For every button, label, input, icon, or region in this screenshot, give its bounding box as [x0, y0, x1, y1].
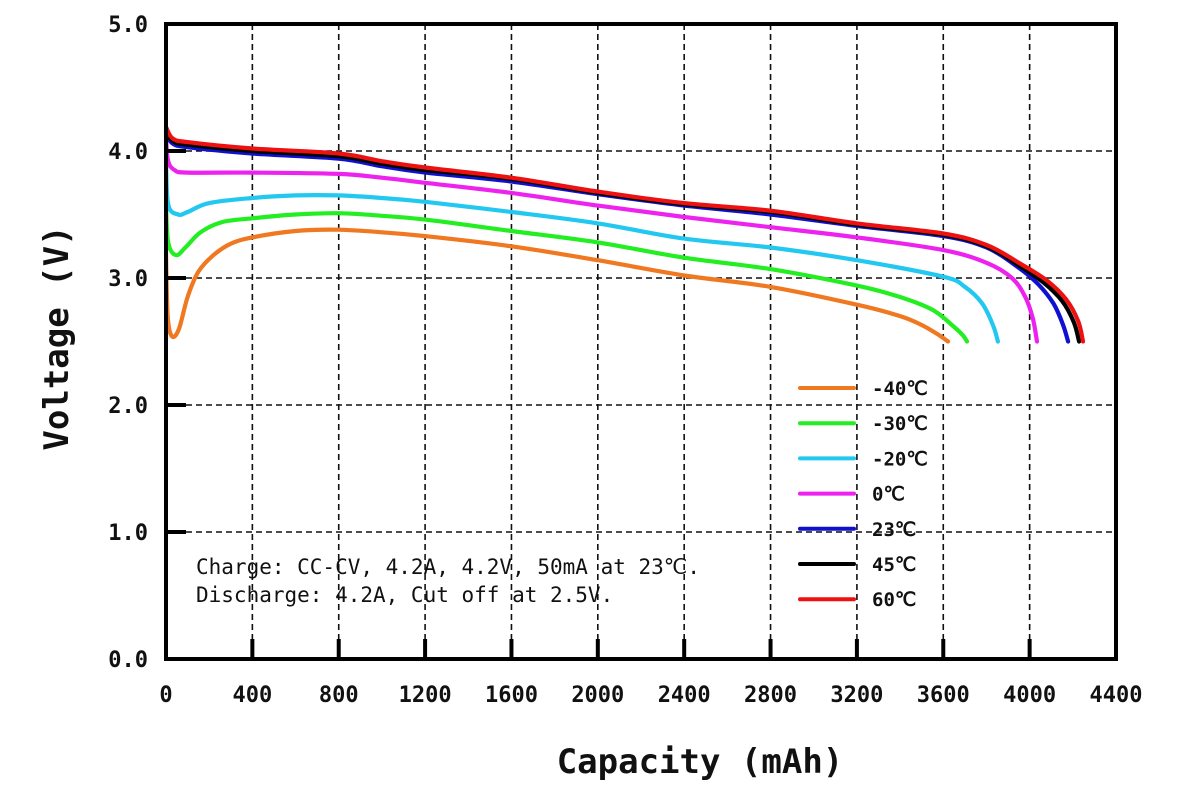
legend-label-minus40c: -40℃: [872, 378, 928, 400]
x-tick-label: 1600: [485, 683, 538, 708]
series-line-0c: [163, 136, 1040, 344]
x-tick-labels: 0 400 800 1200 1600 2000 2400 2800 3200 3600 4000 4…: [159, 683, 1142, 708]
x-tick-label: 2400: [658, 683, 711, 708]
legend: -40℃ -30℃ -20℃ 0℃ 23℃ 45℃ 60℃: [798, 378, 928, 611]
legend-label-45c: 45℃: [872, 554, 916, 576]
y-axis-title: Voltage (V): [37, 225, 77, 450]
x-tick-label: 4400: [1090, 683, 1143, 708]
x-tick-label: 2000: [571, 683, 624, 708]
legend-label-23c: 23℃: [872, 519, 916, 541]
x-tick-label: 800: [319, 683, 359, 708]
y-tick-label: 4.0: [108, 140, 148, 165]
x-axis-title: Capacity (mAh): [557, 742, 844, 782]
series-line-45c: [163, 128, 1082, 344]
legend-label-minus20c: -20℃: [872, 448, 928, 470]
x-tick-label: 2800: [744, 683, 797, 708]
grid-layer: [166, 24, 1116, 659]
legend-label-minus30c: -30℃: [872, 413, 928, 435]
y-tick-label: 2.0: [108, 394, 148, 419]
series-line-minus20c: [163, 155, 1000, 344]
x-tick-label: 3200: [830, 683, 883, 708]
y-tick-labels: 0.0 1.0 2.0 3.0 4.0 5.0: [108, 13, 148, 673]
plot-border: [164, 22, 1118, 661]
series-layer: [163, 124, 1086, 344]
series-line-60c: [163, 124, 1086, 344]
legend-label-0c: 0℃: [872, 484, 905, 506]
x-tick-label: 4000: [1003, 683, 1056, 708]
series-line-minus30c: [163, 202, 970, 344]
x-tick-label: 400: [232, 683, 272, 708]
annotation-box: Charge: CC-CV, 4.2A, 4.2V, 50mA at 23℃. …: [196, 555, 700, 607]
axis-ticks: [164, 22, 1118, 661]
y-tick-label: 3.0: [108, 267, 148, 292]
legend-label-60c: 60℃: [872, 589, 916, 611]
x-tick-label: 3600: [917, 683, 970, 708]
y-tick-label: 0.0: [108, 648, 148, 673]
x-tick-label: 0: [159, 683, 172, 708]
plot-frame: [164, 22, 1118, 661]
series-line-minus40c: [163, 227, 951, 344]
x-tick-label: 1200: [399, 683, 452, 708]
y-tick-label: 5.0: [108, 13, 148, 38]
discharge-annotation: Discharge: 4.2A, Cut off at 2.5V.: [196, 583, 613, 607]
charge-annotation: Charge: CC-CV, 4.2A, 4.2V, 50mA at 23℃.: [196, 555, 700, 579]
y-tick-label: 1.0: [108, 521, 148, 546]
